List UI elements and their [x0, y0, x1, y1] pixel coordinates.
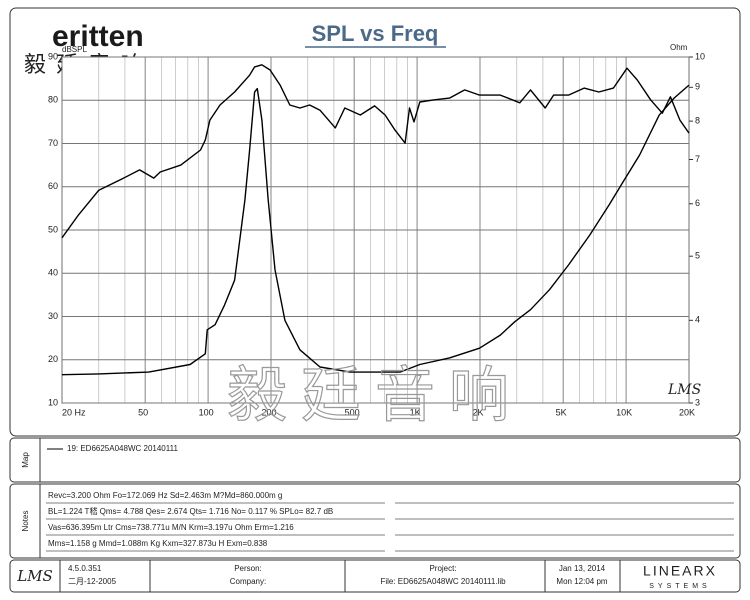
- y-tick-label: 10: [48, 397, 58, 407]
- x-tick-label: 500: [345, 407, 360, 417]
- y2-tick-label: 7: [695, 154, 700, 164]
- note-line: Revc=3.200 Ohm Fo=172.069 Hz Sd=2.463m M…: [48, 491, 282, 500]
- y2-tick-label: 10: [695, 51, 705, 61]
- y2-tick-label: 9: [695, 82, 700, 92]
- watermark: 毅廷音响: [227, 362, 523, 429]
- y-tick-label: 20: [48, 354, 58, 364]
- y-tick-label: 60: [48, 181, 58, 191]
- project: Project:: [429, 564, 456, 573]
- x-tick-label: 50: [138, 407, 148, 417]
- chart-frame: [9, 7, 741, 437]
- chart-title: SPL vs Freq: [312, 21, 439, 46]
- map-panel: [9, 437, 741, 483]
- y2-tick-label: 8: [695, 116, 700, 126]
- logo-brand: eritten: [52, 20, 144, 53]
- legend-text: 19: ED6625A048WC 20140111: [67, 444, 178, 453]
- footer-logo: LMS: [16, 567, 53, 585]
- x-tick-label: 5K: [556, 407, 567, 417]
- date: Jan 13, 2014: [559, 564, 606, 573]
- y2-tick-label: 3: [695, 397, 700, 407]
- map-label: Map: [21, 452, 30, 468]
- build-date: 二月-12-2005: [68, 577, 117, 586]
- x-tick-label: 1K: [410, 407, 421, 417]
- y2-tick-label: 4: [695, 315, 700, 325]
- y-tick-label: 50: [48, 224, 58, 234]
- x-tick-label: 10K: [616, 407, 632, 417]
- x-tick-label: 100: [199, 407, 214, 417]
- note-line: Vas=636.395m Ltr Cms=738.771u M/N Krm=3.…: [48, 523, 294, 532]
- company: Company:: [230, 577, 266, 586]
- notes-label: Notes: [21, 511, 30, 532]
- y-tick-label: 40: [48, 268, 58, 278]
- x-tick-label: 20 Hz: [62, 407, 86, 417]
- x-tick-label: 2K: [472, 407, 483, 417]
- y2-axis-label: Ohm: [670, 43, 688, 52]
- plot: 20 Hz 50 100 200 500 1K 2K 5K 10K 20K 10 20 30 40 50 60…: [48, 51, 705, 417]
- note-line: BL=1.224 T嵇 Qms= 4.788 Qes= 2.674 Qts= 1…: [48, 506, 333, 516]
- plot-logo: LMS: [667, 382, 701, 398]
- y-tick-label: 70: [48, 138, 58, 148]
- x-tick-label: 200: [261, 407, 276, 417]
- brand: LINEARX: [643, 563, 717, 579]
- y-axis-label: dBSPL: [62, 45, 87, 54]
- y2-tick-label: 6: [695, 198, 700, 208]
- y2-tick-label: 5: [695, 251, 700, 261]
- series-line: [61, 64, 690, 239]
- person: Person:: [234, 564, 262, 573]
- brand-sub: SYSTEMS: [649, 583, 710, 590]
- y-tick-label: 80: [48, 95, 58, 105]
- notes-lines: Revc=3.200 Ohm Fo=172.069 Hz Sd=2.463m M…: [46, 491, 734, 552]
- footer: [9, 559, 741, 593]
- y-tick-label: 30: [48, 311, 58, 321]
- y-tick-label: 90: [48, 51, 58, 61]
- time: Mon 12:04 pm: [556, 577, 607, 586]
- note-line: Mms=1.158 g Mmd=1.088m Kg Kxm=327.873u H…: [48, 539, 268, 548]
- x-tick-label: 20K: [679, 407, 695, 417]
- file: File: ED6625A048WC 20140111.lib: [380, 577, 506, 586]
- version: 4.5.0.351: [68, 564, 102, 573]
- notes-panel: [9, 483, 741, 559]
- series-line: [61, 84, 690, 376]
